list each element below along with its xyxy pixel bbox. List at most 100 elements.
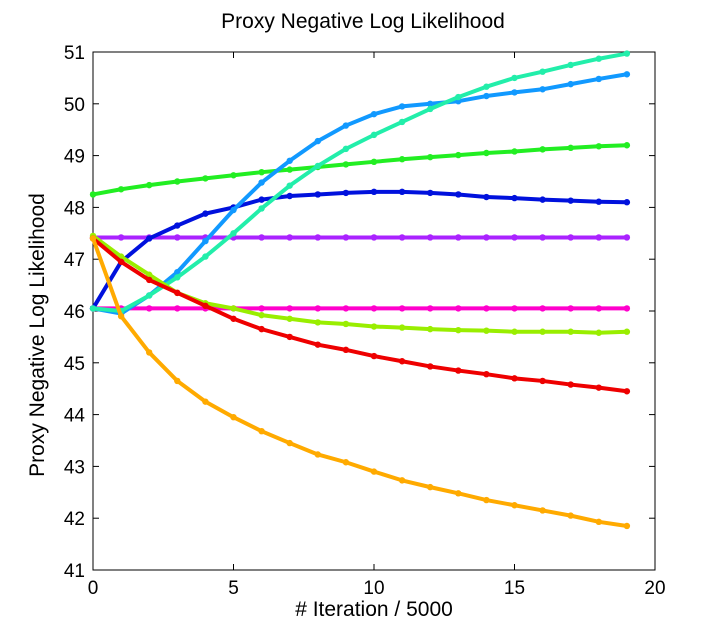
data-point	[174, 178, 181, 185]
data-point	[146, 235, 153, 242]
y-tick-label: 46	[64, 302, 85, 323]
data-point	[398, 324, 406, 331]
data-point	[511, 502, 518, 509]
series-line	[91, 51, 629, 313]
data-point	[286, 439, 293, 447]
data-point	[595, 305, 602, 312]
data-point	[483, 234, 490, 241]
y-tick-label: 45	[64, 354, 85, 375]
y-tick-label: 42	[64, 509, 85, 530]
y-tick-label: 47	[64, 250, 85, 271]
data-point	[258, 311, 265, 319]
data-point	[595, 55, 602, 62]
data-point	[398, 156, 406, 163]
series-line	[91, 143, 629, 197]
data-point	[314, 137, 321, 145]
data-point	[258, 168, 265, 176]
data-point	[370, 305, 378, 312]
data-point	[146, 292, 153, 299]
data-point	[342, 189, 350, 197]
data-point	[455, 191, 462, 198]
data-point	[455, 151, 462, 159]
data-point	[595, 384, 602, 391]
data-point	[483, 193, 490, 201]
data-point	[230, 172, 237, 179]
data-point	[342, 234, 350, 241]
data-point	[539, 328, 546, 335]
data-point	[567, 305, 574, 312]
data-point	[483, 370, 490, 378]
data-point	[567, 197, 574, 204]
data-point	[146, 181, 153, 189]
series-magenta	[89, 305, 631, 312]
x-tick-label: 5	[228, 578, 239, 599]
data-point	[595, 234, 602, 241]
data-point	[623, 142, 631, 149]
data-point	[567, 61, 574, 69]
data-point	[427, 105, 434, 113]
data-point	[117, 234, 125, 241]
data-point	[483, 327, 490, 334]
series-red	[89, 235, 631, 395]
series-line	[91, 189, 629, 311]
series-purple	[89, 234, 631, 241]
y-tick-label: 43	[64, 457, 85, 478]
data-point	[483, 496, 490, 504]
y-tick-label: 50	[64, 95, 85, 116]
data-point	[370, 234, 378, 241]
data-point	[539, 507, 546, 514]
data-point	[258, 305, 265, 312]
data-point	[342, 346, 350, 354]
data-point	[286, 234, 293, 241]
data-point	[286, 166, 293, 173]
x-tick-label: 20	[644, 578, 665, 599]
data-point	[258, 205, 265, 212]
data-point	[427, 234, 434, 241]
data-point	[258, 179, 265, 186]
data-point	[342, 320, 350, 328]
data-point	[342, 161, 350, 168]
data-point	[511, 328, 518, 335]
series-yellow-green	[89, 232, 631, 336]
data-point	[455, 305, 462, 312]
data-point	[427, 305, 434, 312]
x-tick-label: 10	[363, 578, 384, 599]
data-point	[623, 71, 631, 78]
data-point	[539, 146, 546, 153]
data-point	[202, 237, 209, 245]
series-blue	[89, 188, 631, 312]
data-point	[230, 305, 237, 312]
data-point	[427, 100, 434, 108]
data-point	[455, 234, 462, 241]
data-point	[258, 234, 265, 241]
data-point	[398, 103, 406, 110]
data-point	[623, 50, 631, 57]
data-point	[483, 92, 490, 100]
chart-title: Proxy Negative Log Likelihood	[221, 10, 505, 33]
series-orange	[89, 235, 631, 530]
data-point	[595, 329, 602, 336]
y-tick-label: 49	[64, 147, 85, 168]
data-point	[202, 210, 209, 217]
data-point	[427, 325, 434, 333]
data-point	[539, 305, 546, 312]
data-point	[342, 459, 350, 466]
data-point	[314, 191, 321, 198]
data-point	[314, 341, 321, 348]
data-point	[286, 192, 293, 200]
data-point	[398, 305, 406, 312]
data-point	[511, 234, 518, 241]
data-point	[511, 305, 518, 312]
series-aquamarine	[89, 50, 631, 315]
data-point	[427, 153, 434, 161]
y-tick-label: 44	[64, 406, 86, 427]
data-point	[286, 157, 293, 164]
data-point	[342, 122, 350, 129]
data-point	[483, 83, 490, 90]
data-point	[89, 235, 97, 242]
data-point	[314, 451, 321, 458]
x-axis-label: # Iteration / 5000	[295, 598, 453, 621]
data-point	[539, 234, 546, 241]
data-point	[174, 289, 181, 297]
